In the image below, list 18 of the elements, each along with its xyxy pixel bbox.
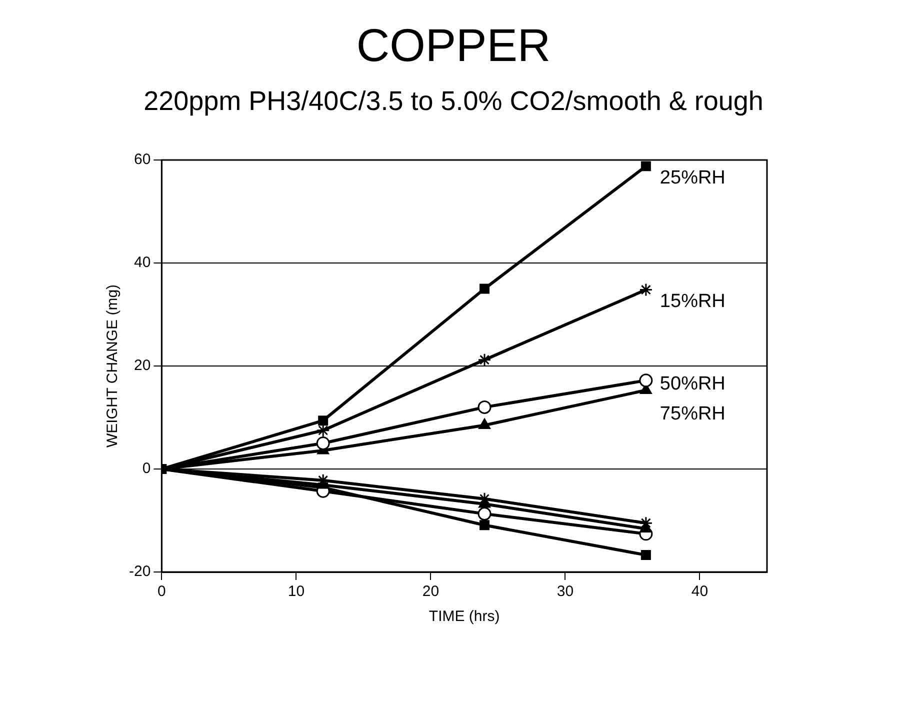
chart-subtitle: 220ppm PH3/40C/3.5 to 5.0% CO2/smooth & rough <box>142 86 764 117</box>
y-axis-title: WEIGHT CHANGE (mg) <box>104 284 122 448</box>
y-tick-label: 0 <box>142 460 151 478</box>
series-label: 50%RH <box>660 374 726 395</box>
x-tick-label: 40 <box>691 583 708 600</box>
chart-title: COPPER <box>355 18 552 72</box>
series-label: 75%RH <box>660 404 726 425</box>
x-tick-label: 0 <box>158 583 166 600</box>
x-axis-title: TIME (hrs) <box>428 608 500 626</box>
y-tick-label: 20 <box>134 357 151 374</box>
y-tick-label: -20 <box>128 563 151 580</box>
series-label: 15%RH <box>660 291 726 312</box>
x-tick-label: 20 <box>422 583 440 600</box>
y-tick-label: 60 <box>134 151 151 168</box>
x-tick-label: 30 <box>556 583 574 600</box>
x-tick-label: 10 <box>288 583 305 600</box>
y-tick-label: 40 <box>134 254 151 272</box>
series-label: 25%RH <box>660 167 726 188</box>
